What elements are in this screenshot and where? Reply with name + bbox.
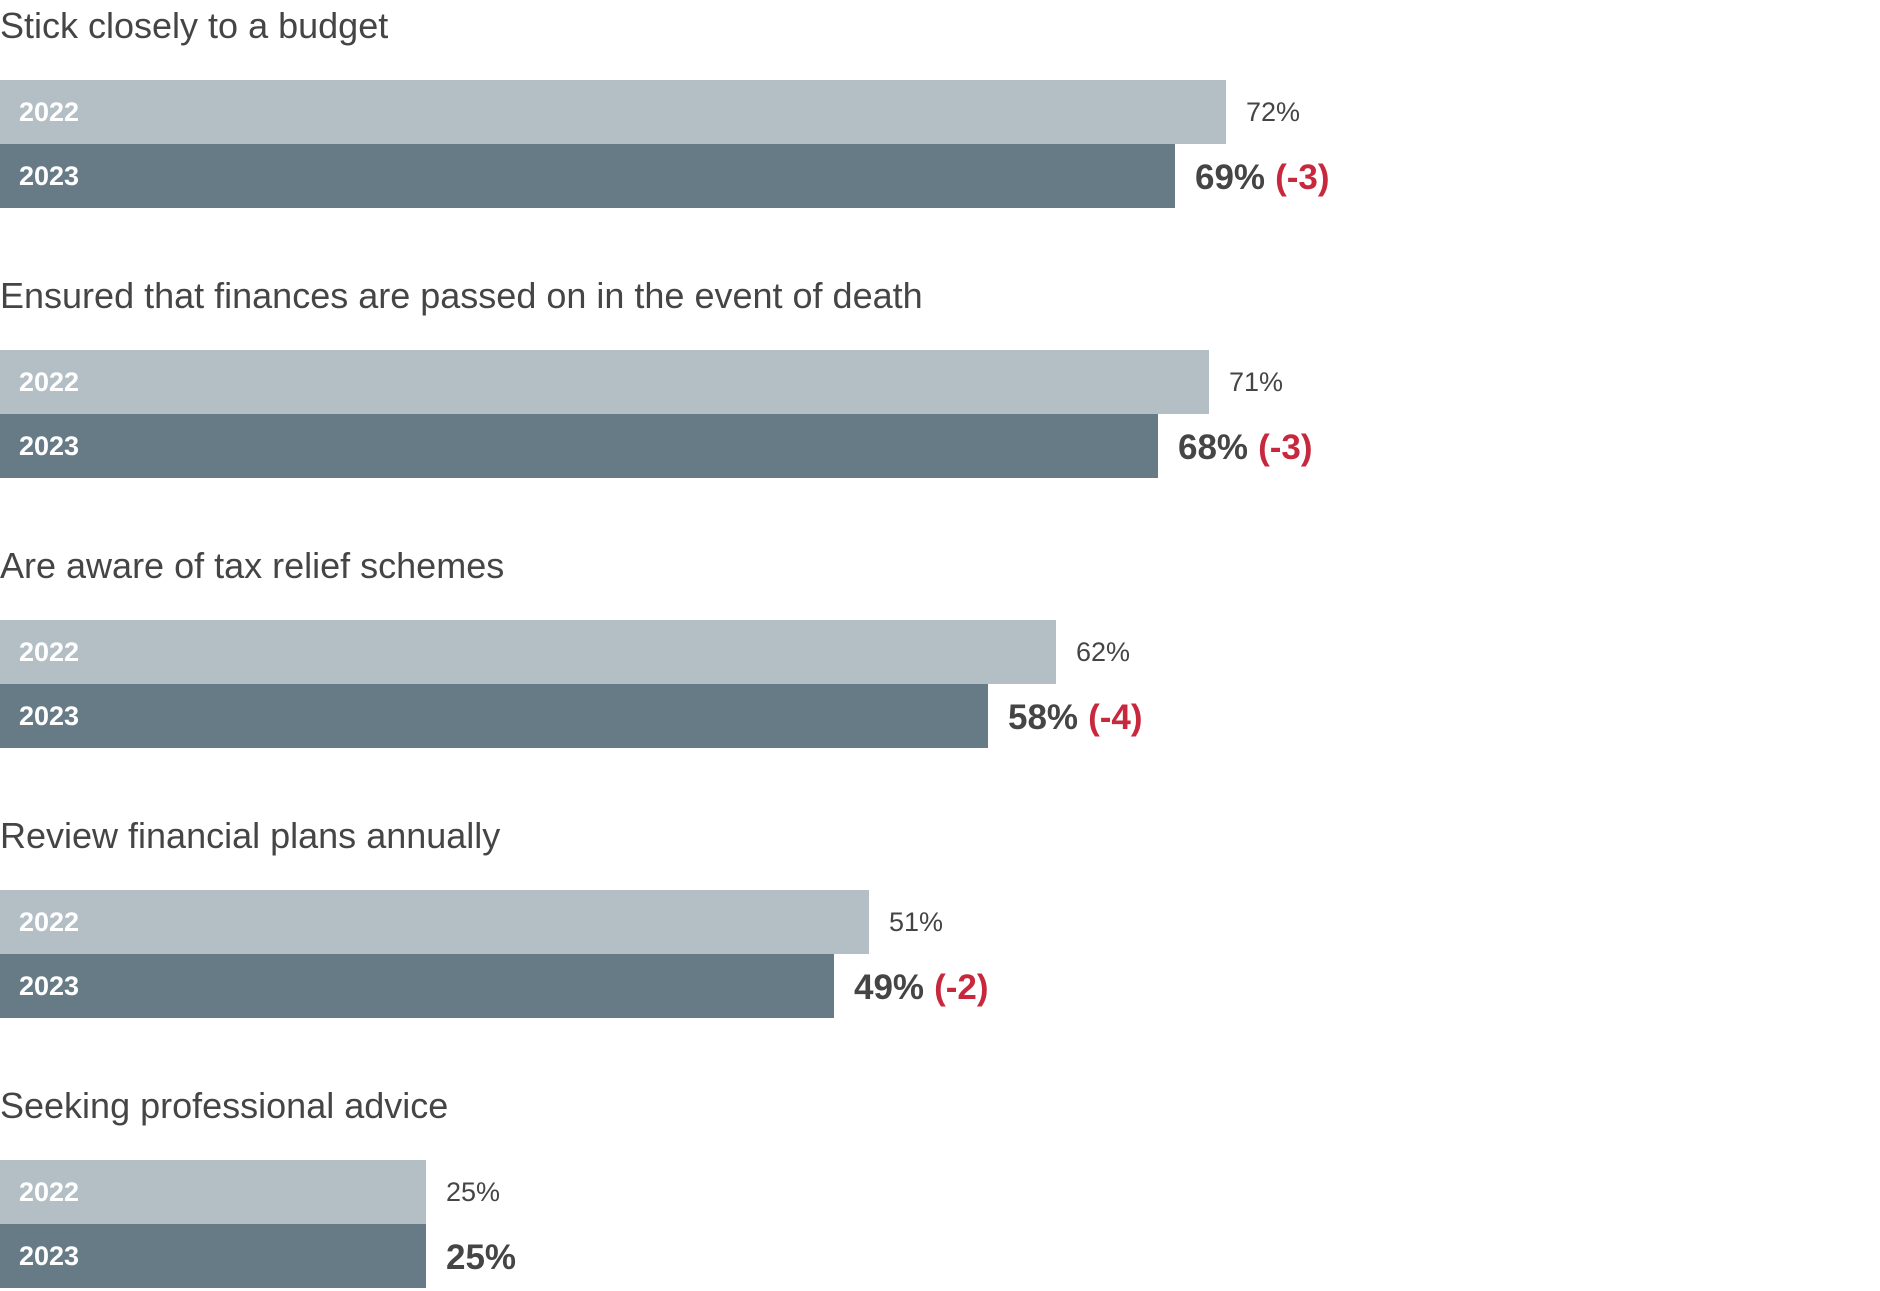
bar-2022: 2022 [0,80,1226,144]
bar-group: Are aware of tax relief schemes 2022 62% 20… [0,541,1880,751]
value-label-2023: 68% (-3) [1178,416,1313,480]
value-label-2022: 72% [1246,97,1301,127]
category-label: Review financial plans annually [0,815,501,856]
change-label: (-3) [1258,428,1313,467]
bar-group: Ensured that finances are passed on in t… [0,271,1880,481]
bar-year-label: 2023 [19,701,80,731]
bar-group: Seeking professional advice 2022 25% 2023 25… [0,1081,1880,1291]
change-label: (-2) [934,968,989,1007]
category-label: Ensured that finances are passed on in t… [0,275,923,316]
value-label-2022: 51% [889,907,944,937]
bar-2023: 2023 [0,1224,426,1288]
category-label: Are aware of tax relief schemes [0,545,505,586]
bar-2023: 2023 [0,144,1175,208]
bar-group: Review financial plans annually 2022 51% 20… [0,811,1880,1021]
bar-2022: 2022 [0,350,1209,414]
value-label-2023: 69% (-3) [1195,146,1330,210]
value-2023-percent: 49% [854,968,925,1007]
bar-year-label: 2023 [19,971,80,1001]
value-2023-percent: 25% [446,1238,517,1277]
bar-group: Stick closely to a budget 2022 72% 2023 69%(… [0,1,1880,211]
bar-2023: 2023 [0,684,988,748]
category-label: Seeking professional advice [0,1085,449,1126]
value-2023-percent: 58% [1008,698,1079,737]
bar-year-label: 2022 [19,367,80,397]
bar-2023: 2023 [0,414,1158,478]
value-label-2022: 62% [1076,637,1131,667]
value-2023-percent: 69% [1195,158,1266,197]
bar-2023: 2023 [0,954,834,1018]
category-label: Stick closely to a budget [0,5,389,46]
bar-2022: 2022 [0,620,1056,684]
bar-year-label: 2022 [19,907,80,937]
bar-year-label: 2022 [19,1177,80,1207]
value-label-2023: 49% (-2) [854,956,989,1020]
change-label: (-3) [1275,158,1330,197]
change-label: (-4) [1088,698,1143,737]
bar-year-label: 2022 [19,97,80,127]
value-label-2023: 25% [446,1226,516,1290]
bar-year-label: 2023 [19,161,80,191]
value-label-2023: 58% (-4) [1008,686,1143,750]
bar-year-label: 2023 [19,1241,80,1271]
value-2023-percent: 68% [1178,428,1249,467]
bar-year-label: 2022 [19,637,80,667]
bar-2022: 2022 [0,1160,426,1224]
value-label-2022: 71% [1229,367,1284,397]
bar-year-label: 2023 [19,431,80,461]
bar-2022: 2022 [0,890,869,954]
value-label-2022: 25% [446,1177,501,1207]
